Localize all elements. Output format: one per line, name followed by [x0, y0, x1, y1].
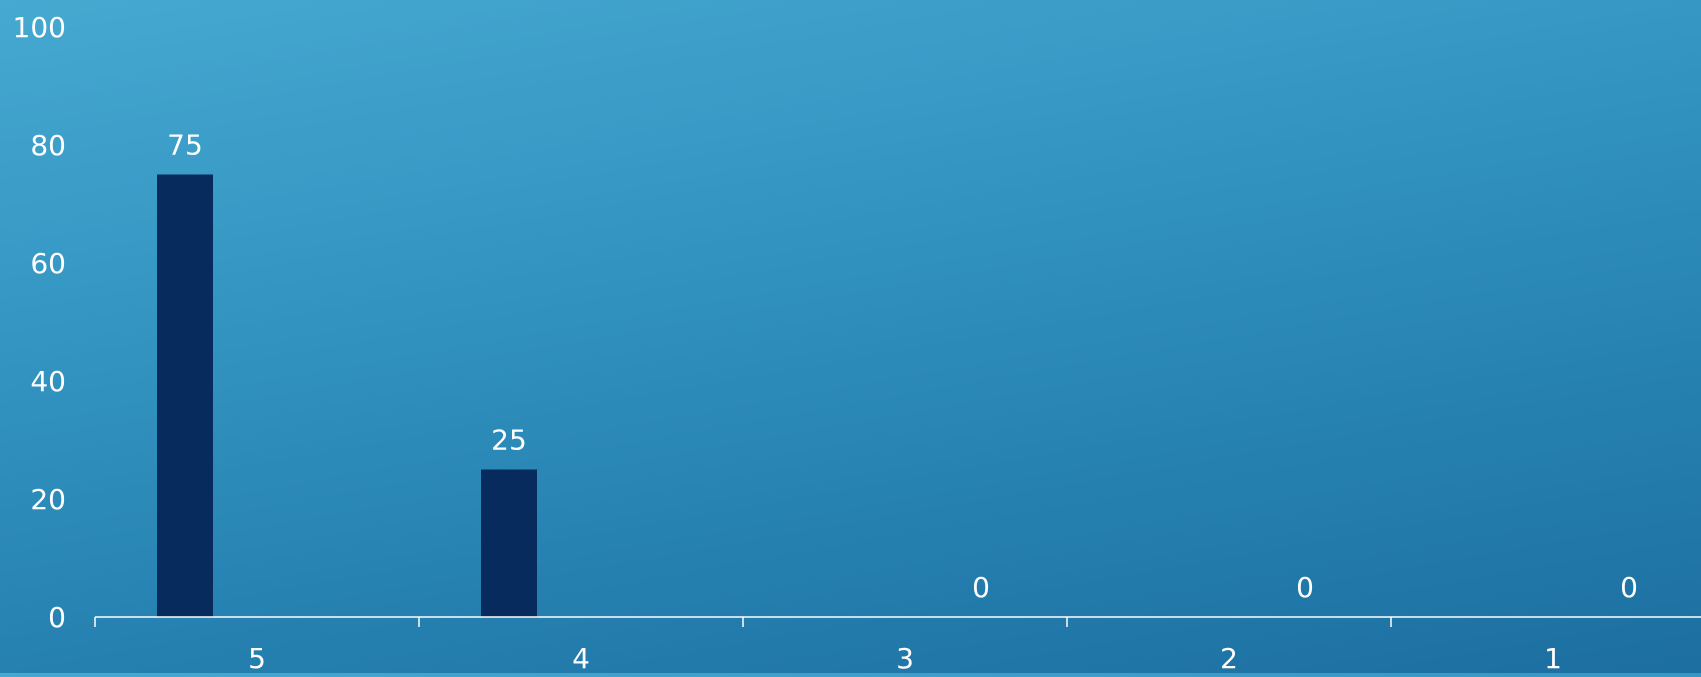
x-tick-label: 2: [1220, 642, 1238, 673]
x-tick-label: 3: [896, 642, 914, 673]
x-tick-label: 5: [248, 642, 266, 673]
x-axis: [94, 616, 1701, 627]
data-label: 75: [167, 129, 203, 162]
x-axis-tick-labels: 5 4 3 2 1: [248, 642, 1562, 675]
y-tick-label: 100: [13, 11, 66, 44]
y-tick-label: 60: [30, 247, 66, 280]
data-label: 25: [491, 424, 527, 457]
y-tick-label: 20: [30, 483, 66, 516]
y-axis-tick-labels: 0 20 40 60 80 100: [13, 11, 66, 634]
bars: [157, 174, 537, 617]
bar: [157, 174, 213, 617]
y-tick-label: 40: [30, 365, 66, 398]
y-tick-label: 80: [30, 129, 66, 162]
y-tick-label: 0: [48, 601, 66, 634]
data-label: 0: [972, 571, 990, 604]
x-tick-label: 4: [572, 642, 590, 673]
data-label: 0: [1620, 571, 1638, 604]
x-tick-label: 1: [1544, 642, 1562, 673]
bar: [481, 469, 537, 617]
data-label: 0: [1296, 571, 1314, 604]
data-labels: 75 25 0 0 0: [167, 129, 1638, 605]
